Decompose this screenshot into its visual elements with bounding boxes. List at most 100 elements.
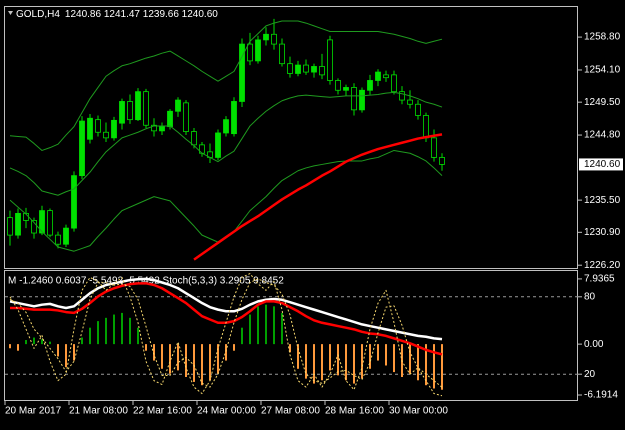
main-panel-frame [4,6,578,269]
ohlc-values: 1240.86 1241.47 1239.66 1240.60 [65,9,218,20]
y-tick-label: 1258.80 [584,32,621,43]
x-tick-label: 22 Mar 16:00 [133,406,192,417]
candle-body [87,117,93,140]
y-tick-label: 1235.50 [584,195,621,206]
histogram-bar [65,344,67,368]
candle-body [111,119,117,139]
candle-body [391,74,397,93]
candle-body [79,120,85,177]
candle-body [167,110,173,128]
candle-body [327,39,333,81]
candle-body [423,115,429,139]
candle-body [239,43,245,102]
indicator-panel-frame [4,270,578,401]
histogram-bar [121,312,123,345]
histogram-bar [225,344,227,361]
candle-body [311,66,317,73]
histogram-bar [409,344,411,374]
candle-body [375,71,381,81]
candle-body [343,87,349,91]
histogram-bar [329,344,331,371]
histogram-bar [265,304,267,345]
y-tick-label: 1249.50 [584,97,621,108]
histogram-bar [57,344,59,357]
candle-body [399,91,405,101]
histogram-bar [433,344,435,389]
histogram-bar [201,344,203,386]
histogram-bar [97,321,99,345]
histogram-bar [297,344,299,369]
y-tick-label: 80 [584,291,596,302]
histogram-bar [273,306,275,345]
histogram-bar [137,327,139,345]
histogram-bar [185,344,187,377]
candle-body [135,91,141,121]
candle-body [127,101,133,121]
series-line [9,20,443,151]
y-tick-label: 1254.10 [584,65,621,76]
histogram-bar [313,344,315,384]
histogram-bar [9,344,11,349]
histogram-bar [369,344,371,369]
candle-body [279,43,285,65]
candle-body [143,91,149,126]
histogram-bar [33,337,35,345]
candle-body [407,99,413,105]
candle-body [255,39,261,62]
histogram-bar [417,344,419,381]
plot-layer: 1258.80 1254.10 1249.50 1244.80 1235.50 1230.… [4,18,623,417]
histogram-bar [361,344,363,379]
candle-body [231,101,237,135]
candle-body [191,131,197,146]
histogram-bar [393,344,395,373]
x-tick-label: 24 Mar 00:00 [197,406,256,417]
candle-body [63,227,69,245]
histogram-bar [81,337,83,345]
histogram-bar [385,344,387,366]
x-tick-label: 27 Mar 08:00 [261,406,320,417]
candle-body [39,210,45,234]
histogram-bar [177,344,179,371]
histogram-bar [161,344,163,369]
y-tick-label: 1244.80 [584,130,621,141]
series-line [9,278,443,388]
candle-body [215,132,221,158]
y-tick-label: 7.9365 [584,274,615,285]
candle-body [335,80,341,91]
y-tick-label: 20 [584,369,596,380]
candle-body [175,99,181,112]
histogram-bar [17,344,19,351]
candle-body [295,64,301,74]
current-price-box [579,158,623,171]
candle-body [15,213,21,236]
histogram-bar [233,344,235,351]
candle-body [47,210,53,236]
histogram-bar [169,344,171,374]
candle-body [223,119,229,134]
histogram-bar [241,327,243,345]
x-tick-label: 30 Mar 00:00 [389,406,448,417]
histogram-bar [441,344,443,390]
histogram-bar [41,339,43,345]
histogram-bar [129,317,131,345]
histogram-bar [105,317,107,345]
histogram-bar [257,306,259,345]
indicator-legend: M -1.2460 0.6037 -5.5492 -5.5492 Stoch(5… [8,276,284,287]
histogram-bar [281,312,283,345]
histogram-bar [113,314,115,345]
histogram-bar [353,344,355,384]
series-line [9,91,443,196]
histogram-bar [289,344,291,353]
candle-body [431,137,437,158]
candle-body [119,101,125,124]
candle-body [319,66,325,76]
histogram-bar [153,344,155,361]
candle-body [367,80,373,91]
histogram-bar [345,344,347,381]
candle-body [159,126,165,132]
histogram-bar [145,344,147,351]
candle-body [263,33,269,41]
x-tick-label: 20 Mar 2017 [5,406,62,417]
